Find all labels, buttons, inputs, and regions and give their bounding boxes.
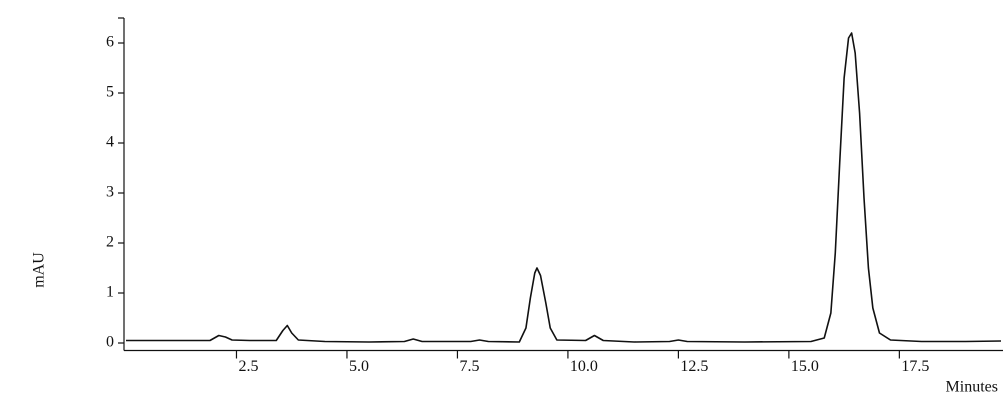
- x-tick-label: 17.5: [901, 358, 929, 375]
- x-tick-label: 2.5: [238, 358, 258, 375]
- y-tick-label: 2: [106, 234, 114, 251]
- chart: mAU Minutes 0 1 2 3 4 5 6 2.5 5.0 7.5 10.0 12.5 15.0…: [0, 0, 1003, 401]
- y-axis-label: mAU: [31, 252, 48, 288]
- x-tick-label: 5.0: [349, 358, 369, 375]
- y-tick-label: 5: [106, 84, 114, 101]
- x-tick-label: 10.0: [570, 358, 598, 375]
- y-tick-label: 1: [106, 284, 114, 301]
- x-tick-label: 15.0: [791, 358, 819, 375]
- y-tick-label: 6: [106, 34, 114, 51]
- y-tick-label: 3: [106, 184, 114, 201]
- y-tick-label: 0: [106, 334, 114, 351]
- x-axis-label: Minutes: [946, 379, 998, 396]
- x-tick-label: 7.5: [459, 358, 479, 375]
- x-tick-label: 12.5: [680, 358, 708, 375]
- trace: [126, 33, 1001, 342]
- y-tick-label: 4: [106, 134, 114, 151]
